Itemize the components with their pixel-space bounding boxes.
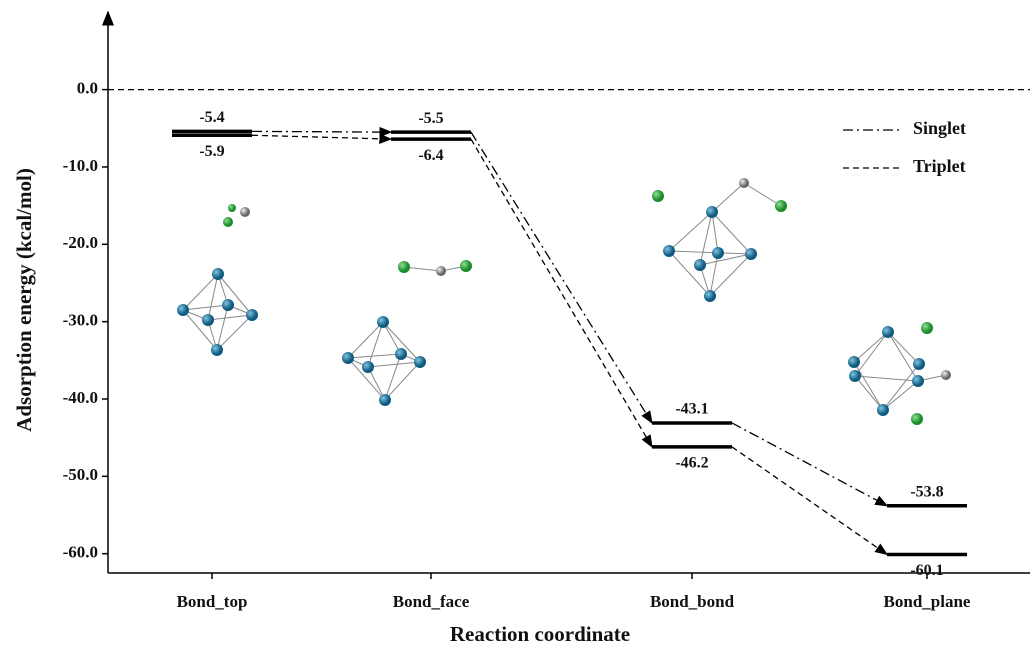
molecule-structures: [177, 178, 951, 425]
y-tick-label: -20.0: [63, 233, 98, 252]
level-label: -53.8: [910, 483, 943, 500]
connector: [470, 131, 653, 425]
level-label: -6.4: [418, 147, 443, 164]
level-label: -5.9: [199, 143, 224, 160]
y-tick-label: -10.0: [63, 156, 98, 175]
connector: [470, 138, 653, 449]
y-tick-label: 0.0: [77, 79, 98, 98]
level-label: -46.2: [675, 455, 708, 472]
cluster: [848, 322, 951, 425]
x-axis-title: Reaction coordinate: [450, 622, 630, 646]
legend-label: Singlet: [913, 118, 966, 138]
y-tick-label: -30.0: [63, 311, 98, 330]
y-tick-label: -50.0: [63, 465, 98, 484]
level-label: -5.5: [418, 110, 443, 127]
cluster: [177, 204, 258, 356]
y-tick-label: -60.0: [63, 543, 98, 562]
connector: [731, 446, 889, 556]
level-label: -60.1: [910, 562, 943, 579]
level-label: -43.1: [675, 401, 708, 418]
y-tick-label: -40.0: [63, 388, 98, 407]
cluster: [342, 260, 472, 406]
connector: [251, 133, 393, 144]
x-tick-label: Bond_bond: [650, 592, 735, 611]
connector: [731, 422, 889, 507]
x-tick-label: Bond_face: [393, 592, 470, 611]
connector: [251, 126, 393, 138]
level-label: -5.4: [199, 109, 224, 126]
cluster: [652, 178, 787, 302]
legend-label: Triplet: [913, 156, 966, 176]
y-axis-title: Adsorption energy (kcal/mol): [12, 168, 36, 432]
x-tick-label: Bond_plane: [884, 592, 971, 611]
x-tick-label: Bond_top: [177, 592, 248, 611]
